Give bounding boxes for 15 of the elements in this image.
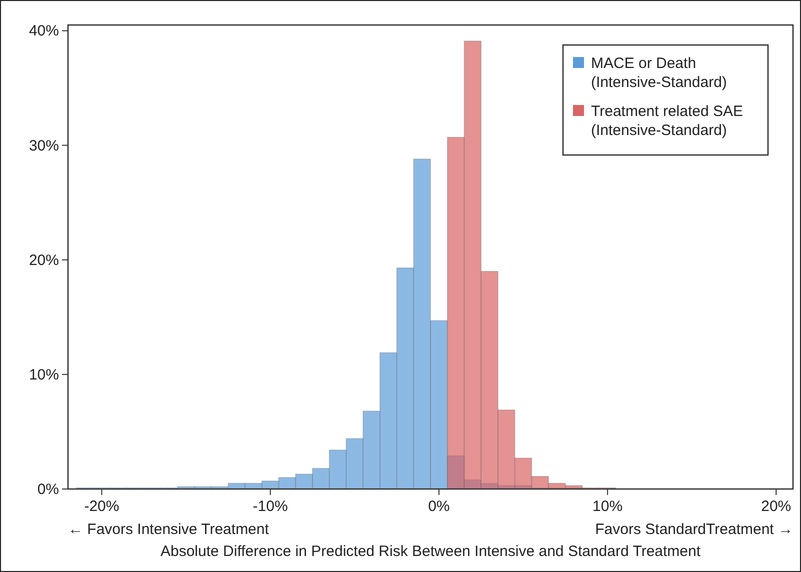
x-tick-label: -10% [252,498,288,515]
x-tick-label: -20% [84,498,120,515]
y-tick-label: 20% [28,252,59,269]
y-tick-label: 30% [28,137,59,154]
y-tick-label: 40% [28,22,59,40]
text: ← Favors Intensive Treatment [68,521,270,538]
x-tick-label: 0% [428,498,450,515]
text: Favors StandardTreatment → [595,521,793,538]
legend-label: MACE or Death (Intensive-Standard) [591,55,727,91]
x-tick-label: 20% [761,498,792,515]
y-tick-label: 10% [28,366,59,384]
legend-label: Treatment related SAE (Intensive-Standard) [591,103,744,139]
x-axis-title: Absolute Difference in Predicted Risk Between Intensive and Standard Treatment [160,543,702,560]
y-tick-label: 0% [37,481,59,498]
x-tick-label: 10% [592,498,623,515]
